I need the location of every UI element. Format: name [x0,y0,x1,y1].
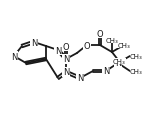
Text: N: N [55,46,61,55]
Text: CH₃: CH₃ [113,59,125,64]
Text: O: O [97,29,103,38]
Text: N: N [31,38,37,47]
Text: N: N [77,74,83,83]
Text: N: N [115,59,121,68]
Text: N: N [103,67,109,76]
Text: CH₃: CH₃ [130,68,143,74]
Text: N: N [63,55,69,64]
Text: N: N [63,68,69,77]
Text: CH₃: CH₃ [106,38,118,44]
Text: N: N [11,52,17,61]
Text: CH₃: CH₃ [118,43,130,49]
Text: O: O [63,42,69,51]
Text: CH₃: CH₃ [130,54,143,59]
Text: O: O [84,41,90,50]
